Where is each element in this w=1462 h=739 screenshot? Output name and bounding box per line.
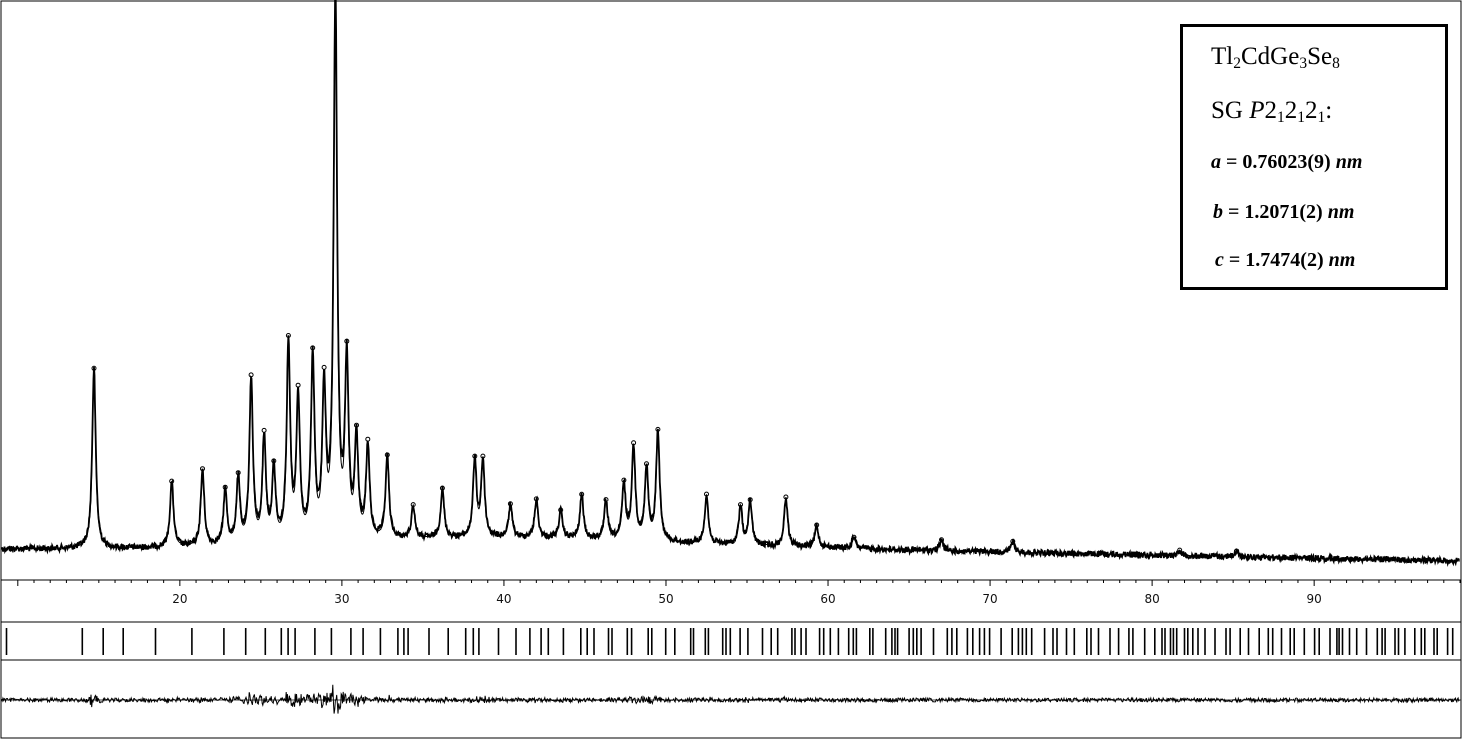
x-tick-label: 90 — [1307, 592, 1322, 606]
observed-peak-point — [851, 534, 857, 540]
reflection-markers — [5, 628, 1454, 655]
lattice-parameter-b: b = 1.2071(2) nm — [1213, 201, 1355, 223]
difference-series — [1, 684, 1460, 714]
observed-peak-point — [354, 422, 359, 428]
lattice-parameter-a: a = 0.76023(9) nm — [1211, 151, 1363, 173]
x-tick-label: 40 — [496, 592, 511, 606]
difference-profile-line — [1, 684, 1460, 714]
observed-peak-point — [321, 364, 327, 370]
x-tick-label: 70 — [982, 592, 997, 606]
lattice-parameter-c: c = 1.7474(2) nm — [1215, 249, 1356, 271]
x-axis-ticks: 20 30 40 50 60 70 80 90 — [17, 580, 1461, 606]
observed-peak-point — [939, 537, 944, 543]
space-group-label: SG P212121: — [1211, 97, 1333, 126]
observed-peak-point — [295, 382, 301, 388]
calculated-series — [1, 0, 1460, 562]
x-tick-label: 60 — [820, 592, 835, 606]
structure-info-box: Tl2CdGe3Se8 SG P212121: a = 0.76023(9) n… — [1180, 24, 1448, 290]
observed-series — [0, 0, 1460, 568]
compound-formula: Tl2CdGe3Se8 — [1211, 43, 1340, 72]
observed-peak-point — [1233, 548, 1239, 554]
x-tick-label: 20 — [172, 592, 187, 606]
x-tick-label: 30 — [334, 592, 349, 606]
observed-peak-point — [344, 338, 350, 344]
observed-peak-point — [814, 522, 820, 528]
observed-peak-point — [1177, 547, 1183, 553]
observed-peak-point — [261, 427, 267, 433]
x-tick-label: 80 — [1144, 592, 1159, 606]
observed-peak-point — [1010, 538, 1016, 544]
observed-peak-point — [310, 345, 316, 351]
calculated-profile-line — [1, 0, 1460, 562]
observed-profile-line — [0, 0, 1460, 568]
x-tick-label: 50 — [658, 592, 673, 606]
